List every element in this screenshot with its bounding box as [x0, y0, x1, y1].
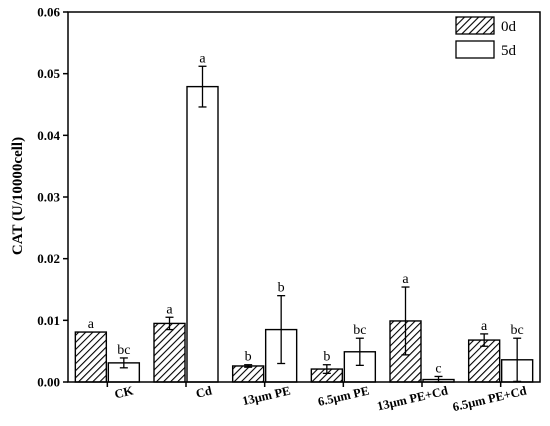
- category-label-4: 13μm PE+Cd: [376, 384, 450, 414]
- bar-0d-2: [231, 365, 265, 383]
- significance-label-0d-2: b: [245, 350, 252, 365]
- legend-swatch-0d: [455, 16, 495, 35]
- y-tick-label-0: 0.00: [37, 375, 60, 390]
- significance-label-0d-5: a: [481, 319, 488, 334]
- significance-label-5d-0: bc: [117, 343, 130, 358]
- legend-label-5d: 5d: [501, 43, 517, 59]
- category-label-1: Cd: [194, 384, 213, 401]
- y-tick-label-4: 0.04: [37, 128, 60, 143]
- significance-label-5d-3: bc: [353, 323, 366, 338]
- significance-label-5d-5: bc: [511, 323, 524, 338]
- legend-label-0d: 0d: [501, 19, 517, 35]
- significance-label-0d-0: a: [88, 317, 95, 332]
- plot-frame: [67, 11, 541, 383]
- bar-0d-1: [153, 322, 186, 383]
- y-tick-label-6: 0.06: [37, 5, 60, 20]
- category-label-3: 6.5μm PE: [316, 384, 370, 409]
- bar-0d-0: [74, 331, 108, 383]
- category-label-2: 13μm PE: [241, 384, 292, 409]
- y-tick-label-1: 0.01: [37, 313, 60, 328]
- plot-area: 0.000.010.020.030.040.050.06abcCKaaCdbb1…: [37, 5, 541, 415]
- y-tick-label-5: 0.05: [37, 66, 60, 81]
- significance-label-0d-3: b: [323, 350, 330, 365]
- significance-label-0d-4: a: [402, 272, 409, 287]
- category-label-0: CK: [113, 383, 135, 401]
- legend: 0d 5d: [455, 16, 517, 59]
- significance-label-0d-1: a: [166, 302, 173, 317]
- bar-5d-1: [186, 85, 219, 383]
- significance-label-5d-1: a: [199, 51, 206, 66]
- category-label-5: 6.5μm PE+Cd: [451, 384, 528, 415]
- legend-swatch-5d: [455, 40, 495, 59]
- significance-label-5d-2: b: [278, 281, 285, 296]
- y-axis-title: CAT (U/10000cell): [10, 137, 26, 255]
- y-tick-label-2: 0.02: [37, 251, 60, 266]
- significance-label-5d-4: c: [435, 361, 441, 376]
- y-tick-label-3: 0.03: [37, 190, 60, 205]
